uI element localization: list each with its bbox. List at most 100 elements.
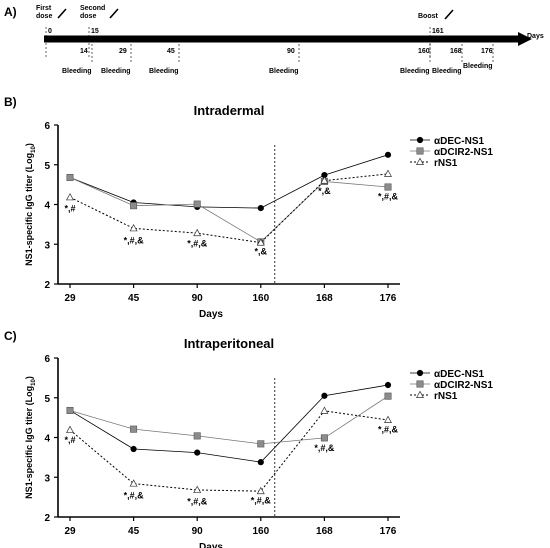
y-axis-label: NS1-specific IgG titer (Log10) (24, 143, 37, 266)
timeline-bleed-day: 160 (418, 48, 430, 55)
legend-marker (416, 369, 424, 377)
data-point-adec (321, 392, 328, 399)
data-point-adec (194, 449, 201, 456)
significance-annotation: *,# (64, 435, 75, 445)
data-point-adcir2 (257, 440, 265, 448)
timeline-bleeding-label: Bleeding (269, 68, 299, 75)
x-axis-label: Days (199, 542, 223, 548)
timeline-bleeding-label: Bleeding (432, 68, 462, 75)
significance-annotation: *,#,& (251, 495, 272, 505)
data-point-adec (257, 459, 264, 466)
significance-annotation: *,#,& (314, 443, 335, 453)
timeline-bleeding-label: Bleeding (149, 68, 179, 75)
syringe-icon (444, 9, 454, 20)
x-tick-label: 29 (64, 526, 76, 537)
y-axis-label: NS1-specific IgG titer (Log10) (24, 376, 37, 499)
significance-annotation: *,#,& (378, 192, 399, 202)
data-point-adec (130, 445, 137, 453)
data-point-rns1 (384, 415, 392, 423)
y-tick-label: 5 (44, 394, 50, 405)
significance-annotation: *,& (255, 247, 268, 257)
legend-marker (416, 136, 424, 144)
y-tick-label: 2 (44, 280, 50, 291)
series-line (69, 395, 389, 445)
data-point-adcir2 (130, 425, 138, 433)
data-point-adcir2 (320, 434, 328, 442)
y-tick-label: 4 (44, 434, 50, 445)
timeline-dose-label: Boost (418, 13, 439, 20)
data-point-adcir2 (130, 202, 138, 210)
significance-annotation: *,#,& (187, 239, 208, 249)
data-point-adcir2 (193, 432, 201, 440)
timeline-bleed-day: 45 (167, 48, 175, 55)
timeline-bleeding-label: Bleeding (400, 68, 430, 75)
data-point-rns1 (256, 486, 265, 495)
panel-label-b: B) (4, 95, 17, 109)
series-line (69, 173, 389, 244)
timeline-dose-day: 15 (91, 28, 99, 35)
y-tick-label: 5 (44, 161, 50, 172)
legend-label: rNS1 (434, 158, 458, 169)
x-tick-label: 45 (128, 293, 140, 304)
timeline-dose-label: Second dose (80, 5, 105, 20)
data-point-rns1 (193, 228, 202, 237)
timeline-bleed-day: 176 (481, 48, 493, 55)
timeline-bleed-day: 90 (287, 48, 295, 55)
x-tick-label: 45 (128, 526, 140, 537)
x-tick-label: 90 (192, 526, 204, 537)
x-tick-label: 90 (192, 293, 204, 304)
significance-annotation: *,#,& (124, 491, 145, 501)
series-line (69, 154, 389, 209)
timeline-dose-label: First dose (36, 5, 52, 20)
timeline-bleed-day: 29 (119, 48, 127, 55)
timeline-bleed-day: 14 (80, 48, 88, 55)
x-tick-label: 168 (316, 526, 333, 537)
legend-marker (416, 390, 424, 398)
data-point-adcir2 (193, 200, 201, 208)
data-point-rns1 (66, 425, 74, 433)
y-tick-label: 6 (44, 121, 50, 132)
data-point-rns1 (66, 193, 74, 201)
x-tick-label: 176 (380, 526, 397, 537)
data-point-adec (384, 381, 392, 389)
x-tick-label: 160 (252, 526, 269, 537)
timeline-bleed-day: 168 (450, 48, 462, 55)
x-tick-label: 176 (380, 293, 397, 304)
legend-label: αDEC-NS1 (434, 136, 484, 147)
significance-annotation: *,#,& (378, 425, 399, 435)
x-tick-label: 29 (64, 293, 76, 304)
significance-annotation: *,#,& (187, 496, 208, 506)
series-line (69, 177, 389, 243)
chart-title: Intradermal (194, 103, 265, 118)
data-point-adcir2 (66, 406, 74, 414)
y-tick-label: 4 (44, 201, 50, 212)
series-line (69, 410, 389, 492)
syringe-icon (57, 8, 67, 19)
timeline-arrow (518, 32, 532, 46)
data-point-rns1 (129, 224, 138, 232)
vaccination-timeline: Days First dose Second dose Boost 0 15 161 14 Ble… (36, 5, 544, 75)
data-point-adec (257, 204, 264, 212)
data-point-adcir2 (384, 392, 392, 400)
data-point-adcir2 (384, 183, 392, 191)
timeline-dose-day: 161 (432, 28, 444, 35)
series-line (69, 384, 389, 463)
data-point-adcir2 (66, 173, 74, 181)
legend-label: rNS1 (434, 391, 458, 402)
significance-annotation: *,& (318, 186, 331, 196)
significance-annotation: *,# (64, 204, 75, 214)
panel-label-c: C) (4, 329, 17, 343)
y-tick-label: 2 (44, 513, 50, 524)
x-axis-label: Days (199, 309, 223, 320)
timeline-dose-day: 0 (48, 28, 52, 35)
significance-annotation: *,#,& (124, 235, 145, 245)
syringe-icon (109, 8, 119, 19)
legend-marker (416, 380, 424, 388)
chart-title: Intraperitoneal (184, 336, 274, 351)
data-point-rns1 (320, 176, 329, 184)
legend-label: αDCIR2-NS1 (434, 380, 493, 391)
timeline-bleeding-label: Bleeding (62, 68, 92, 75)
data-point-rns1 (384, 169, 392, 177)
